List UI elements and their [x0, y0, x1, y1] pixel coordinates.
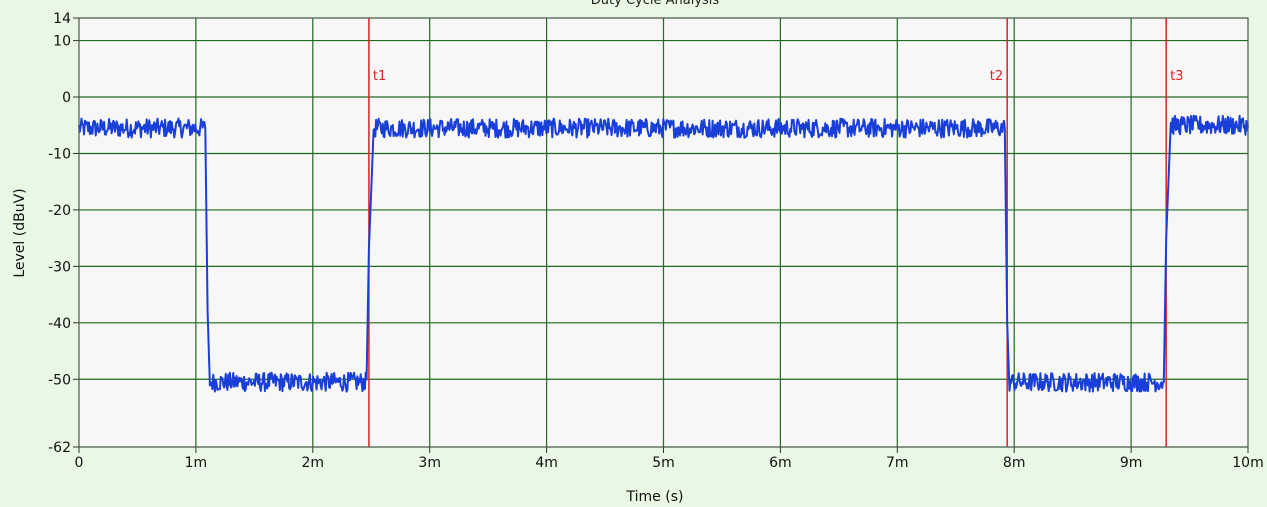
- y-tick-label: -40: [48, 316, 71, 332]
- marker-label-t1: t1: [373, 69, 386, 84]
- chart-title: Duty Cycle Analysis: [591, 0, 720, 8]
- marker-label-t2: t2: [990, 69, 1003, 84]
- x-axis-label: Time (s): [626, 489, 684, 505]
- series-layer: [78, 114, 1249, 393]
- y-tick-label: 0: [62, 90, 71, 106]
- x-tick-label: 10m: [1232, 455, 1263, 471]
- y-tick-label: -30: [48, 259, 71, 275]
- series-line-0: [78, 114, 1249, 393]
- x-tick-label: 7m: [886, 455, 909, 471]
- x-tick-label: 2m: [302, 455, 325, 471]
- x-tick-label: 4m: [535, 455, 558, 471]
- y-tick-label: -20: [48, 203, 71, 219]
- x-tick-label: 5m: [652, 455, 675, 471]
- y-tick-label: 10: [53, 34, 71, 50]
- x-tick-label: 8m: [1003, 455, 1026, 471]
- x-tick-label: 9m: [1120, 455, 1143, 471]
- y-tick-label: -10: [48, 146, 71, 162]
- x-tick-label: 6m: [769, 455, 792, 471]
- y-tick-label: 14: [53, 11, 71, 27]
- marker-label-t3: t3: [1170, 69, 1183, 84]
- x-tick-label: 0: [75, 455, 84, 471]
- x-tick-label: 3m: [418, 455, 441, 471]
- y-axis-label: Level (dBuV): [12, 188, 28, 277]
- y-tick-label: -62: [48, 440, 71, 456]
- y-tick-label: -50: [48, 372, 71, 388]
- plot-frame: [78, 17, 1249, 448]
- x-tick-label: 1m: [185, 455, 208, 471]
- axes: 0 1m 2m 3m 4m 5m 6m 7m 8m 9m 10m 14 10 0 -10 -20 -30 -40 -…: [48, 11, 1264, 471]
